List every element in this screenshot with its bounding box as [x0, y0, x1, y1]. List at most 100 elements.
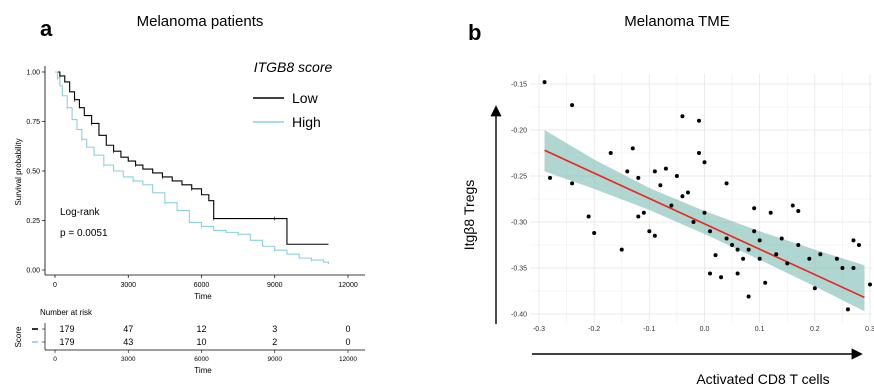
scatter-y-tick-label: -0.15	[511, 82, 527, 89]
scatter-point	[636, 175, 641, 180]
scatter-point	[619, 247, 624, 252]
scatter-point	[696, 118, 701, 123]
scatter-point	[685, 190, 690, 195]
scatter-point	[652, 233, 657, 238]
risk-table-x-tick-label: 9000	[268, 356, 283, 363]
scatter-point	[807, 256, 812, 261]
risk-table-count-low: 0	[345, 324, 350, 334]
scatter-point	[746, 247, 751, 252]
scatter-point	[746, 294, 751, 299]
scatter-point	[570, 103, 575, 108]
scatter-point	[735, 271, 740, 276]
scatter-x-tick-label: 0.1	[755, 326, 765, 333]
scatter-point	[630, 146, 635, 151]
scatter-confidence-band	[544, 130, 865, 312]
scatter-y-tick-label: -0.35	[511, 266, 527, 273]
scatter-y-label: Itgβ8 Tregs	[461, 180, 477, 251]
scatter-point	[608, 151, 613, 155]
scatter-x-tick-label: -0.3	[533, 326, 545, 333]
km-y-tick-label: 0.00	[26, 268, 40, 275]
scatter-point	[719, 275, 724, 280]
km-y-tick-label: 0.25	[26, 218, 40, 225]
scatter-point	[790, 203, 795, 208]
scatter-point	[647, 229, 652, 234]
scatter-point	[856, 243, 861, 247]
scatter-point	[592, 231, 597, 236]
scatter-point	[812, 286, 817, 291]
scatter-y-tick-label: -0.30	[511, 220, 527, 227]
scatter-point	[586, 214, 591, 219]
km-legend-title: ITGB8 score	[254, 59, 333, 75]
scatter-point	[724, 181, 729, 186]
scatter-point	[636, 214, 641, 219]
scatter-x-tick-label: 0.0	[700, 326, 710, 333]
panel-letter-b: b	[468, 20, 481, 45]
km-title: Melanoma patients	[137, 13, 264, 30]
km-x-tick-label: 6000	[194, 282, 210, 289]
scatter-point	[796, 208, 801, 213]
scatter-point	[641, 210, 646, 215]
risk-table-x-tick-label: 6000	[194, 356, 209, 363]
scatter-point	[713, 253, 718, 258]
scatter-point	[735, 247, 740, 252]
scatter-point	[845, 307, 850, 312]
scatter-point	[652, 169, 657, 174]
risk-table-count-high: 43	[123, 337, 133, 347]
scatter-point	[708, 229, 713, 234]
scatter-point	[674, 174, 679, 178]
risk-table-x-tick-label: 12000	[339, 356, 357, 363]
scatter-point	[768, 210, 773, 215]
scatter-y-tick-label: -0.20	[511, 128, 527, 135]
scatter-point	[818, 252, 823, 257]
scatter-point	[840, 266, 845, 270]
scatter-point	[542, 80, 547, 85]
scatter-point	[724, 236, 729, 241]
scatter-point	[669, 203, 674, 208]
km-y-tick-label: 1.00	[26, 70, 40, 77]
scatter-title: Melanoma TME	[624, 13, 730, 30]
risk-table-count-low: 3	[272, 324, 277, 334]
risk-table-count-high: 2	[272, 337, 277, 347]
panel-letter-a: a	[40, 16, 53, 41]
km-y-tick-label: 0.75	[26, 119, 40, 126]
risk-table-count-low: 47	[123, 324, 133, 334]
km-y-label: Survival probability	[14, 138, 23, 205]
scatter-point	[757, 238, 762, 243]
risk-table-count-high: 179	[59, 337, 74, 347]
risk-table-count-low: 12	[196, 324, 206, 334]
scatter-x-tick-label: 0.2	[810, 326, 820, 333]
scatter-point	[570, 181, 575, 186]
km-curve-low	[55, 71, 329, 245]
scatter-y-tick-label: -0.40	[511, 312, 527, 319]
scatter-fit-line	[544, 149, 865, 299]
scatter-point	[702, 210, 707, 215]
km-y-tick-label: 0.50	[26, 169, 40, 176]
risk-table-x-tick-label: 0	[53, 356, 57, 363]
scatter-point	[868, 282, 872, 287]
scatter-point	[752, 206, 757, 211]
scatter-point	[774, 252, 779, 257]
scatter-x-label: Activated CD8 T cells	[696, 371, 829, 387]
scatter-x-tick-label: 0.3	[865, 326, 874, 333]
scatter-y-tick-label: -0.25	[511, 174, 527, 181]
scatter-point	[730, 243, 735, 247]
scatter-x-tick-label: -0.1	[643, 326, 655, 333]
km-annotation-label: Log-rank	[60, 207, 100, 218]
km-x-tick-label: 9000	[267, 282, 283, 289]
km-x-tick-label: 0	[53, 282, 57, 289]
scatter-point	[708, 271, 713, 276]
scatter-point	[663, 166, 668, 171]
scatter-point	[696, 151, 701, 155]
km-x-tick-label: 12000	[338, 282, 358, 289]
scatter-point	[851, 266, 856, 270]
scatter-point	[757, 256, 762, 261]
scatter-point	[752, 229, 757, 234]
scatter-x-tick-label: -0.2	[588, 326, 600, 333]
km-x-label: Time	[194, 292, 212, 301]
km-annotation-value: p = 0.0051	[60, 228, 108, 239]
scatter-point	[658, 183, 663, 188]
scatter-point	[702, 160, 707, 165]
scatter-point	[763, 280, 768, 285]
risk-table-count-high: 10	[196, 337, 206, 347]
